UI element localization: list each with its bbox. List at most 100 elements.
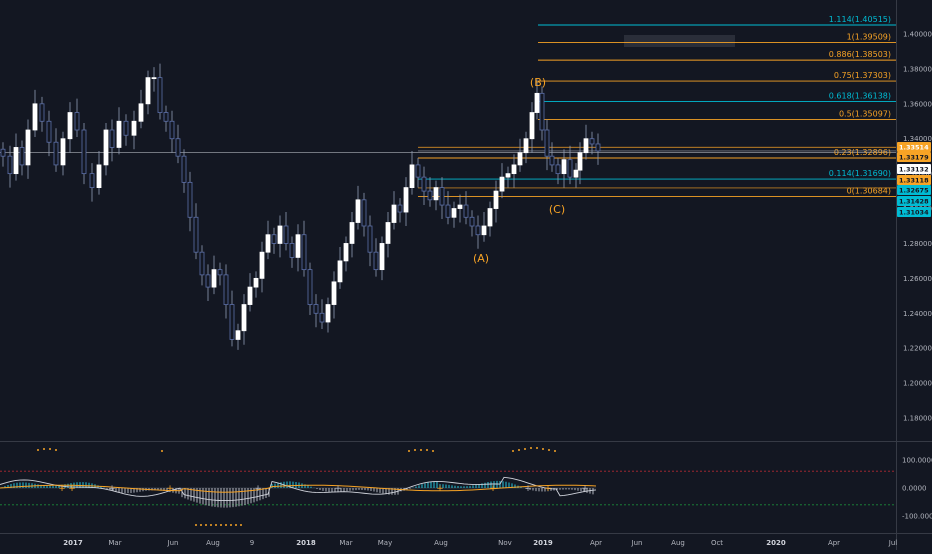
- candle-body: [349, 222, 355, 244]
- candle-body: [385, 222, 391, 244]
- candle-body: [295, 234, 301, 258]
- candle-body: [589, 138, 595, 145]
- candle-body: [241, 304, 247, 332]
- osc-signal-dot: [548, 449, 550, 451]
- candle-body: [367, 225, 373, 253]
- wave-label-c[interactable]: (C): [549, 203, 565, 216]
- osc-tick-label: 100.0000: [902, 457, 932, 465]
- osc-signal-dot: [215, 524, 217, 526]
- candle-body: [67, 112, 73, 140]
- osc-signal-dot: [225, 524, 227, 526]
- candle-body: [463, 204, 469, 218]
- candle-body: [301, 234, 307, 271]
- candle-body: [391, 204, 397, 223]
- candle-body: [109, 129, 115, 148]
- highlight-box[interactable]: [624, 35, 735, 47]
- osc-signal-dot: [414, 449, 416, 451]
- candle-body: [561, 159, 567, 175]
- osc-signal-dot: [542, 448, 544, 450]
- candle-body: [439, 187, 445, 206]
- candle-body: [595, 143, 601, 152]
- candle-body: [421, 176, 427, 192]
- osc-signal-dot: [161, 450, 163, 452]
- candle-body: [475, 225, 481, 236]
- time-tick-label: 2017: [63, 539, 83, 547]
- fib-level-label: 0.886(1.38503): [829, 50, 891, 59]
- candle-body: [53, 141, 59, 166]
- oscillator-axis: 100.0000 0.0000 -100.0000: [902, 457, 932, 521]
- time-tick-label: 2018: [296, 539, 316, 547]
- candle-body: [337, 260, 343, 283]
- time-tick-label: Aug: [206, 539, 220, 547]
- time-tick-label: Jun: [631, 539, 643, 547]
- time-tick-label: Nov: [498, 539, 512, 547]
- candle-body: [199, 251, 205, 276]
- osc-tick-label: -100.0000: [902, 513, 932, 521]
- candle-body: [355, 199, 361, 223]
- osc-signal-dot: [432, 450, 434, 452]
- price-tag: [897, 142, 931, 152]
- candle-body: [211, 269, 217, 288]
- candle-body: [577, 152, 583, 171]
- candle-body: [145, 77, 151, 105]
- candle-body: [7, 155, 13, 175]
- candle-body: [307, 269, 313, 305]
- candle-body: [343, 243, 349, 262]
- wave-label-b[interactable]: (B): [530, 76, 546, 89]
- time-tick-label: Apr: [590, 539, 602, 547]
- osc-cross-marker: +: [254, 484, 262, 494]
- candle-body: [487, 208, 493, 227]
- osc-signal-dot: [220, 524, 222, 526]
- candle-body: [103, 129, 109, 166]
- time-tick-label: 2020: [766, 539, 786, 547]
- time-tick-label: Apr: [828, 539, 840, 547]
- candle-body: [493, 190, 499, 209]
- candle-body: [499, 176, 505, 192]
- candle-body: [223, 274, 229, 305]
- candle-body: [0, 148, 6, 157]
- osc-cross-marker: +: [334, 484, 342, 494]
- candle-body: [235, 330, 241, 340]
- time-tick-label: May: [378, 539, 392, 547]
- candle-body: [325, 304, 331, 323]
- candle-body: [25, 129, 31, 166]
- wave-label-a[interactable]: (A): [473, 252, 489, 265]
- oscillator-pane[interactable]: + + + + + ++ + + + +: [0, 447, 896, 526]
- fib-level-label: 1.114(1.40515): [829, 15, 891, 24]
- candle-body: [253, 277, 259, 288]
- osc-signal-dot: [37, 449, 39, 451]
- candle-body: [549, 155, 555, 166]
- candle-body: [277, 225, 283, 244]
- price-axis[interactable]: 1.400001.380001.360001.340001.320001.300…: [903, 31, 932, 423]
- candle-body: [169, 120, 175, 140]
- price-tags: 1.33514 1.33179 1.33132 1.33118 1.32675 1.314…: [897, 142, 931, 217]
- candle-body: [81, 129, 87, 175]
- candle-body: [265, 234, 271, 253]
- candle-body: [89, 173, 95, 189]
- candle-body: [193, 216, 199, 253]
- osc-cross-marker: +: [524, 484, 532, 494]
- time-tick-label: 2019: [533, 539, 553, 547]
- candle-body: [313, 304, 319, 314]
- price-tag-label: 1.31034: [899, 209, 929, 217]
- candle-body: [373, 251, 379, 271]
- osc-cross-marker: +: [58, 484, 66, 494]
- candle-body: [319, 312, 325, 323]
- candle-body: [529, 112, 535, 140]
- candle-body: [457, 204, 463, 209]
- candle-body: [32, 103, 38, 131]
- fib-retracement[interactable]: 1.114(1.40515) 1(1.39509) 0.886(1.38503) 0.…: [418, 15, 896, 198]
- price-tag-label: 1.33179: [899, 154, 929, 162]
- candle-body: [555, 164, 561, 175]
- osc-cross-marker: +: [489, 484, 497, 494]
- osc-signal-dot: [512, 450, 514, 452]
- time-tick-label: Aug: [671, 539, 685, 547]
- candle-body: [397, 204, 403, 213]
- candle-body: [523, 138, 529, 154]
- time-axis[interactable]: 2017 Mar Jun Aug 9 2018 Mar May Aug Nov 2019 Apr Jun…: [63, 539, 897, 547]
- candle-body: [96, 164, 102, 188]
- price-tick-label: 1.34000: [903, 135, 932, 143]
- price-tag: [897, 196, 931, 206]
